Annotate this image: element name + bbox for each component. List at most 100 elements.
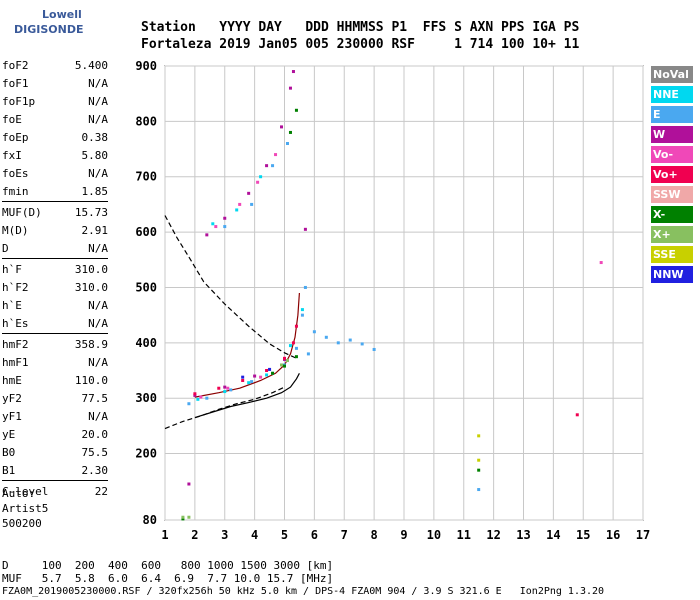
profile-curve	[164, 215, 297, 359]
param-key: C-level	[2, 485, 49, 498]
param-row: foF1p N/A	[0, 93, 112, 111]
param-value: N/A	[88, 167, 108, 180]
y-tick-label: 300	[135, 391, 157, 405]
echo-point	[235, 208, 239, 212]
y-tick-label: 800	[135, 114, 157, 128]
legend-item: NoVal	[651, 66, 693, 83]
echo-point	[285, 359, 289, 363]
autoscaling-info: Auto: Artist5 500200	[2, 486, 48, 531]
param-key: yF1	[2, 410, 22, 423]
echo-point	[303, 227, 307, 231]
echo-point	[196, 397, 200, 401]
param-key: D	[2, 242, 9, 255]
echo-point	[291, 341, 295, 345]
param-value: 358.9	[74, 338, 108, 351]
echo-point	[288, 130, 292, 134]
profile-curve	[164, 386, 285, 430]
param-row: h`F2 310.0	[0, 279, 112, 297]
param-value: 15.73	[74, 206, 108, 219]
param-row: foE N/A	[0, 111, 112, 129]
param-row: foF2 5.400	[0, 57, 112, 75]
parameter-table: foF2 5.400 foF1 N/A foF1p N/A foE N/A foEp 0.38 fx…	[0, 57, 112, 501]
echo-point	[223, 390, 227, 394]
param-key: M(D)	[2, 224, 29, 237]
echo-point	[265, 373, 269, 377]
param-value: N/A	[88, 77, 108, 90]
param-value: N/A	[88, 113, 108, 126]
echo-point	[280, 363, 284, 367]
param-value: N/A	[88, 317, 108, 330]
param-value: N/A	[88, 95, 108, 108]
echo-point	[300, 313, 304, 317]
param-value: 310.0	[74, 281, 108, 294]
param-separator	[2, 333, 108, 336]
param-value: 77.5	[81, 392, 109, 405]
y-tick-label: 80	[143, 513, 157, 527]
param-key: foF2	[2, 59, 29, 72]
x-tick-label: 5	[281, 528, 288, 542]
param-separator	[2, 480, 108, 483]
echo-point	[477, 434, 481, 438]
x-tick-label: 4	[251, 528, 258, 542]
echo-point	[477, 468, 481, 472]
echo-point	[250, 380, 254, 384]
echo-point	[229, 388, 233, 392]
x-tick-label: 7	[341, 528, 348, 542]
x-tick-label: 8	[371, 528, 378, 542]
echo-point	[294, 108, 298, 112]
param-value: N/A	[88, 242, 108, 255]
legend-item: NNE	[651, 86, 693, 103]
logo-line2: DIGISONDE	[14, 23, 84, 36]
param-key: fxI	[2, 149, 22, 162]
legend-item: W	[651, 126, 693, 143]
logo-line1: Lowell	[42, 8, 82, 21]
param-row: yF2 77.5	[0, 390, 112, 408]
legend-item: SSW	[651, 186, 693, 203]
param-key: yF2	[2, 392, 22, 405]
param-row: foEs N/A	[0, 165, 112, 183]
y-tick-label: 900	[135, 59, 157, 73]
echo-point	[247, 381, 251, 385]
x-tick-label: 14	[546, 528, 560, 542]
x-tick-label: 15	[576, 528, 590, 542]
echo-point	[181, 517, 185, 521]
polarization-legend: NoVal NNE E W Vo- Vo+ SSW X- X+ SSE NNW	[651, 66, 693, 286]
x-tick-label: 10	[427, 528, 441, 542]
param-key: B0	[2, 446, 16, 459]
param-row: hmE 110.0	[0, 372, 112, 390]
echo-point	[306, 352, 310, 356]
x-tick-label: 9	[400, 528, 407, 542]
param-row: MUF(D) 15.73	[0, 204, 112, 222]
echo-point	[599, 261, 603, 265]
legend-item: SSE	[651, 246, 693, 263]
echo-point	[217, 386, 221, 390]
echo-point	[253, 374, 257, 378]
x-tick-label: 17	[636, 528, 650, 542]
legend-item: X-	[651, 206, 693, 223]
param-row: h`Es N/A	[0, 315, 112, 333]
param-key: hmF1	[2, 356, 29, 369]
param-row: foEp 0.38	[0, 129, 112, 147]
echo-point	[288, 344, 292, 348]
param-key: hmF2	[2, 338, 29, 351]
y-tick-label: 700	[135, 170, 157, 184]
param-row: D N/A	[0, 240, 112, 258]
param-separator	[2, 258, 108, 261]
echo-point	[241, 375, 245, 379]
x-tick-label: 16	[606, 528, 620, 542]
param-row: yF1 N/A	[0, 408, 112, 426]
echo-point	[294, 346, 298, 350]
echo-point	[223, 385, 227, 389]
digisonde-logo: Lowell DIGISONDE	[4, 6, 83, 42]
y-tick-label: 500	[135, 280, 157, 294]
echo-point	[259, 375, 263, 379]
echo-point	[294, 324, 298, 328]
param-value: 0.38	[81, 131, 109, 144]
param-key: foEs	[2, 167, 29, 180]
legend-item: Vo+	[651, 166, 693, 183]
param-row: B1 2.30	[0, 462, 112, 480]
legend-item: X+	[651, 226, 693, 243]
echo-point	[256, 180, 260, 184]
legend-item: Vo-	[651, 146, 693, 163]
param-key: fmin	[2, 185, 29, 198]
